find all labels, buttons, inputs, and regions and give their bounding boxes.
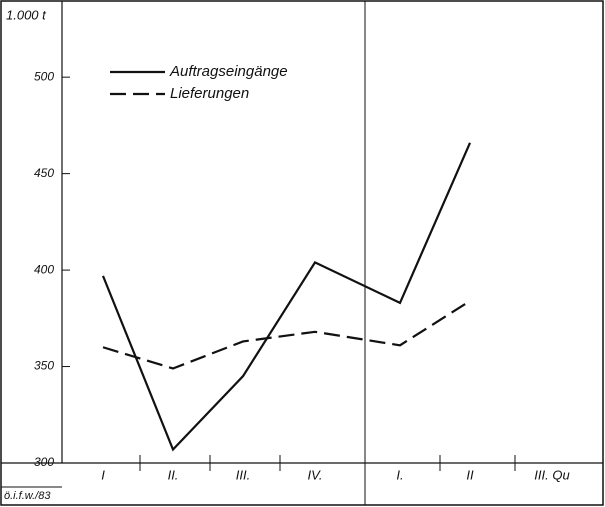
legend-label: Lieferungen <box>170 85 249 102</box>
legend-label: Auftragseingänge <box>169 63 288 80</box>
y-tick-label: 350 <box>34 359 54 373</box>
y-tick-label: 400 <box>34 262 54 276</box>
x-tick-label: I <box>101 467 105 482</box>
y-tick-label: 300 <box>34 455 54 469</box>
series-line <box>102 300 471 370</box>
y-tick-label: 450 <box>34 166 54 180</box>
x-tick-label: II. <box>168 467 179 482</box>
x-tick-label: I. <box>396 467 403 482</box>
y-axis-label: 1.000 t <box>6 7 47 22</box>
x-tick-label: II <box>466 467 474 482</box>
x-tick-label: IV. <box>308 467 323 482</box>
y-tick-label: 500 <box>34 69 54 83</box>
x-tick-label: III. Qu <box>534 467 569 482</box>
series-line <box>101 142 472 452</box>
footer: ö.i.f.w./83 <box>4 490 51 502</box>
x-tick-label: III. <box>236 467 250 482</box>
